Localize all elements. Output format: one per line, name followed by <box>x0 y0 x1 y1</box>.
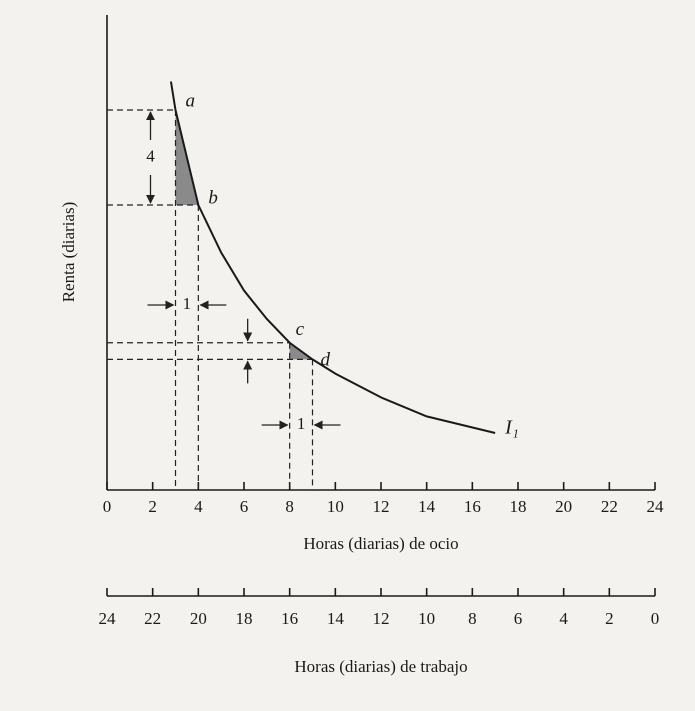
x2-tick-label: 0 <box>651 609 660 628</box>
point-label: c <box>296 319 305 340</box>
x2-tick-label: 22 <box>144 609 161 628</box>
x-axis-label: Horas (diarias) de ocio <box>303 534 458 553</box>
x2-tick-label: 12 <box>373 609 390 628</box>
x-tick-label: 4 <box>194 497 203 516</box>
x-tick-label: 16 <box>464 497 481 516</box>
annotation: 1 <box>183 294 192 313</box>
annotation: 1 <box>297 414 306 433</box>
point-label: d <box>321 350 331 371</box>
x-tick-label: 0 <box>103 497 112 516</box>
point-label: a <box>186 90 196 111</box>
x-tick-label: 12 <box>373 497 390 516</box>
x2-tick-label: 20 <box>190 609 207 628</box>
x2-tick-label: 14 <box>327 609 345 628</box>
x2-tick-label: 10 <box>418 609 435 628</box>
x-tick-label: 10 <box>327 497 344 516</box>
x-tick-label: 2 <box>148 497 157 516</box>
x-tick-label: 8 <box>285 497 294 516</box>
point-label: b <box>208 187 218 208</box>
x-tick-label: 18 <box>510 497 527 516</box>
x2-axis-label: Horas (diarias) de trabajo <box>294 657 467 676</box>
x-tick-label: 20 <box>555 497 572 516</box>
x-tick-label: 6 <box>240 497 249 516</box>
x2-tick-label: 6 <box>514 609 523 628</box>
y-axis-label: Renta (diarias) <box>59 202 78 303</box>
annotation: 4 <box>146 146 155 165</box>
series-label: I₁ <box>504 417 519 439</box>
x2-tick-label: 2 <box>605 609 614 628</box>
x-tick-label: 24 <box>647 497 665 516</box>
x2-tick-label: 18 <box>236 609 253 628</box>
indifference-curve <box>169 81 496 434</box>
x-tick-label: 14 <box>418 497 436 516</box>
x2-tick-label: 16 <box>281 609 298 628</box>
x2-tick-label: 4 <box>559 609 568 628</box>
x2-tick-label: 24 <box>99 609 117 628</box>
x2-tick-label: 8 <box>468 609 477 628</box>
x-tick-label: 22 <box>601 497 618 516</box>
